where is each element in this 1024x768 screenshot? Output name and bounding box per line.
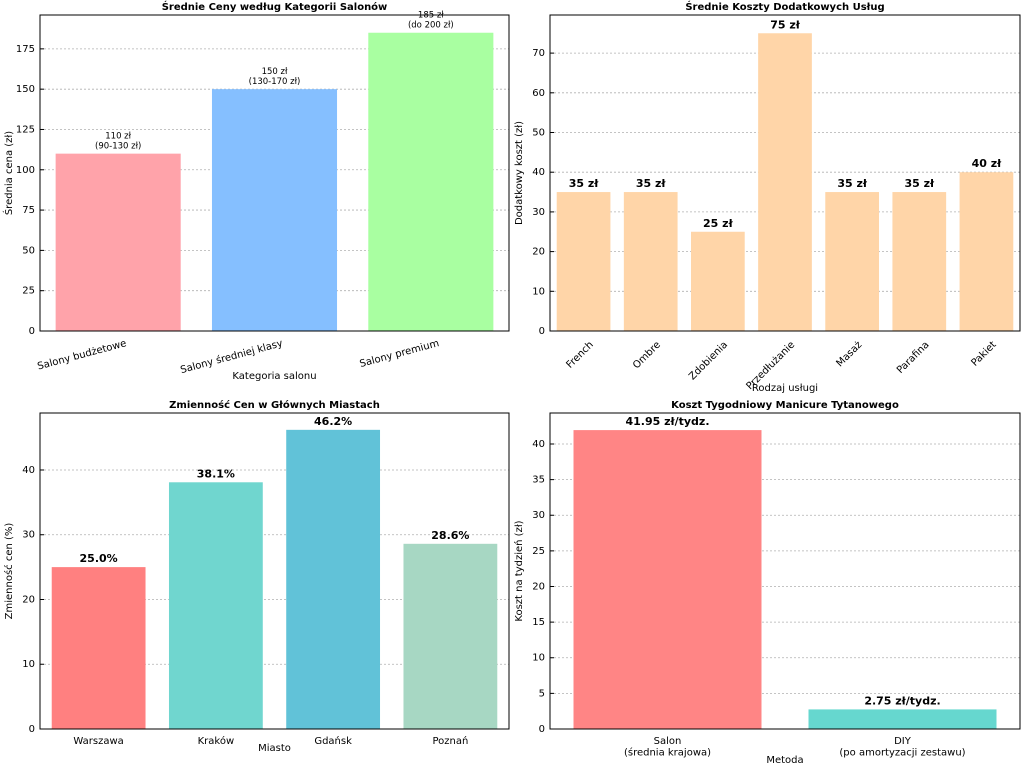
- bar: [403, 543, 498, 729]
- y-tick-label: 20: [22, 594, 35, 605]
- value-label: 41.95 zł/tydz.: [625, 415, 709, 428]
- x-tick-label: Pakiet: [969, 339, 998, 368]
- x-tick-label: Parafina: [895, 339, 932, 376]
- axes-frame: [549, 14, 1021, 332]
- bar: [51, 567, 146, 729]
- value-label: 25.0%: [80, 552, 118, 565]
- y-tick-label: 60: [532, 88, 545, 99]
- value-label: 35 zł: [636, 177, 667, 190]
- value-label: 185 zł (do 200 zł): [408, 10, 454, 30]
- bar: [211, 89, 338, 331]
- bar: [623, 192, 678, 331]
- x-axis-label: Rodzaj usługi: [752, 383, 818, 394]
- bar: [825, 192, 879, 331]
- bar: [368, 32, 494, 332]
- axes-frame: [549, 412, 1021, 730]
- y-tick-label: 20: [532, 247, 545, 258]
- value-label: 110 zł (90-130 zł): [95, 131, 141, 151]
- value-label: 35 zł: [904, 177, 935, 190]
- y-tick-label: 10: [22, 659, 35, 670]
- value-label: 2.75 zł/tydz.: [864, 694, 940, 707]
- x-axis-label: Miasto: [258, 743, 291, 754]
- y-axis-label: Koszt na tydzień (zł): [513, 520, 525, 621]
- bar: [573, 430, 762, 729]
- bar: [808, 709, 997, 729]
- y-axis-label: Dodatkowy koszt (zł): [514, 121, 525, 225]
- x-tick-label: Salon (średnia krajowa): [624, 736, 711, 759]
- x-tick-label: Salony premium: [359, 338, 441, 370]
- y-tick-label: 30: [532, 510, 545, 521]
- y-tick-label: 0: [29, 326, 35, 337]
- chart-title: Koszt Tygodniowy Manicure Tytanowego: [671, 400, 899, 411]
- bar: [286, 429, 381, 729]
- y-tick-label: 35: [532, 475, 545, 486]
- bar: [55, 153, 181, 331]
- chart-title: Średnie Koszty Dodatkowych Usług: [685, 0, 884, 13]
- y-tick-label: 20: [532, 581, 545, 592]
- value-label: 38.1%: [197, 467, 235, 480]
- x-axis-label: Kategoria salonu: [232, 371, 316, 382]
- value-label: 35 zł: [837, 177, 868, 190]
- x-tick-label: DIY (po amortyzacji zestawu): [839, 736, 965, 759]
- x-tick-label: Gdańsk: [314, 735, 352, 747]
- y-tick-label: 15: [532, 617, 545, 628]
- value-label: 150 zł (130-170 zł): [249, 67, 301, 87]
- x-tick-label: Salony budżetowe: [36, 338, 127, 372]
- bar: [691, 231, 745, 331]
- y-tick-label: 25: [22, 286, 35, 297]
- y-tick-label: 150: [16, 84, 35, 95]
- value-label: 75 zł: [770, 18, 801, 31]
- value-label: 40 zł: [972, 157, 1003, 170]
- x-tick-label: Warszawa: [73, 736, 123, 747]
- y-tick-label: 25: [532, 546, 545, 557]
- y-tick-label: 70: [532, 48, 545, 59]
- x-tick-label: Ombre: [631, 339, 663, 371]
- x-tick-label: Poznań: [432, 735, 468, 747]
- y-tick-label: 10: [532, 286, 545, 297]
- axes-frame: [39, 412, 510, 730]
- x-tick-label: Kraków: [198, 735, 235, 747]
- x-tick-label: Zdobienia: [687, 339, 730, 382]
- axes-frame: [39, 14, 510, 332]
- y-tick-label: 40: [22, 465, 35, 476]
- y-tick-label: 125: [16, 124, 35, 135]
- value-label: 28.6%: [431, 529, 469, 542]
- bar: [556, 192, 611, 331]
- bar: [758, 33, 812, 332]
- bar: [892, 192, 947, 331]
- value-label: 25 zł: [703, 217, 734, 230]
- y-tick-label: 40: [532, 439, 545, 450]
- y-tick-label: 175: [16, 44, 35, 55]
- y-axis-label: Średnia cena (zł): [2, 131, 15, 215]
- bar: [959, 172, 1014, 331]
- y-tick-label: 0: [539, 724, 545, 735]
- y-tick-label: 30: [532, 207, 545, 218]
- y-tick-label: 75: [22, 205, 35, 216]
- y-tick-label: 50: [22, 245, 35, 256]
- y-tick-label: 100: [16, 165, 35, 176]
- x-axis-label: Metoda: [766, 755, 803, 766]
- y-tick-label: 10: [532, 653, 545, 664]
- x-tick-label: Masaż: [834, 339, 864, 369]
- chart-title: Średnie Ceny według Kategorii Salonów: [162, 0, 388, 13]
- value-label: 46.2%: [314, 415, 352, 428]
- value-label: 35 zł: [569, 177, 600, 190]
- bar: [168, 482, 263, 729]
- y-tick-label: 50: [532, 128, 545, 139]
- x-tick-label: French: [565, 339, 596, 370]
- y-tick-label: 30: [22, 530, 35, 541]
- chart-title: Zmienność Cen w Głównych Miastach: [169, 399, 380, 411]
- y-tick-label: 0: [29, 724, 35, 735]
- y-axis-label: Zmienność cen (%): [3, 523, 15, 620]
- y-tick-label: 40: [532, 167, 545, 178]
- y-tick-label: 5: [539, 688, 545, 699]
- y-tick-label: 0: [539, 326, 545, 337]
